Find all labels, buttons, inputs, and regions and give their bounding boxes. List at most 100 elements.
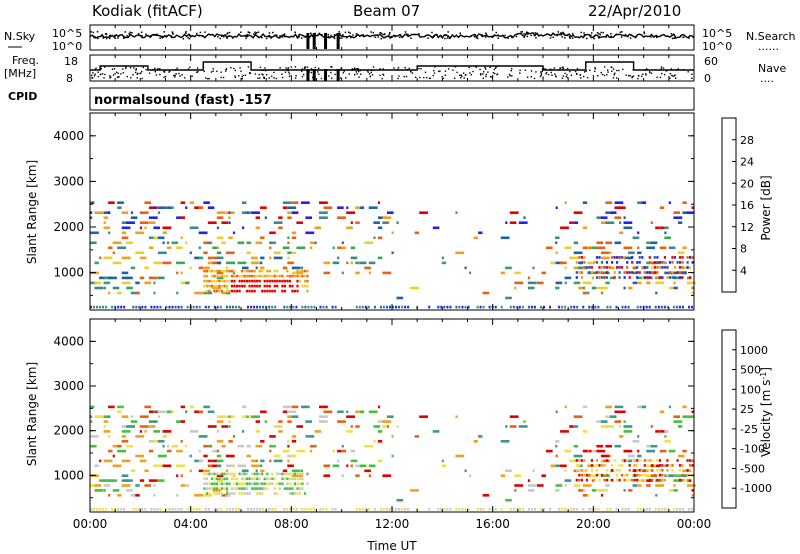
nave-point [318,73,320,75]
velocity-cell [346,415,355,418]
velocity-cell [350,449,356,453]
power-cell [103,286,106,290]
nave-point [187,68,190,70]
velocity-cell [242,415,251,418]
nave-point [675,69,678,71]
power-cell [289,305,292,309]
nave-point [196,71,198,73]
power-cell [587,261,594,265]
nave-point [485,73,487,76]
noise-search-point [552,36,554,38]
velocity-cell [467,507,470,511]
power-cell [282,201,292,204]
nave-tick-bottom: 0 [704,72,711,85]
power-cell [171,241,179,245]
velocity-cell [225,477,229,481]
power-cell [153,261,163,265]
power-cell [186,305,189,309]
noise-search-point [114,37,117,40]
nave-point [304,67,306,69]
velocity-cell [243,487,246,490]
velocity-cell [263,477,266,481]
power-cell [246,251,251,255]
nave-point [618,69,620,72]
nave-point [372,66,375,68]
noise-search-point [185,31,187,33]
power-cell [650,221,653,224]
power-cell [296,289,299,293]
power-cell [325,305,328,309]
power-cell [681,271,684,274]
power-cell [527,276,531,280]
power-cell [482,291,490,295]
velocity-cell [512,507,515,511]
power-cell [564,276,572,280]
nave-point [354,74,356,76]
velocity-cell [112,444,122,448]
velocity-cell [668,489,674,492]
power-cell [260,256,265,260]
nave-point [493,68,495,71]
nave-point [585,70,587,72]
power-cell [661,266,664,269]
velocity-cell [258,482,261,485]
power-cell [108,276,117,280]
power-cell [303,279,307,283]
nave-tick-top: 60 [704,55,718,68]
velocity-cell [661,473,664,477]
velocity-cell [241,482,244,485]
power-cell [648,276,651,279]
power-cell [282,266,288,270]
power-cell [192,305,195,309]
velocity-cell [407,507,410,511]
nave-point [489,66,491,69]
power-cell [555,236,560,240]
nave-point [122,72,124,74]
power-cell [479,305,482,309]
noise-search-point [318,32,321,35]
velocity-cell [575,469,578,472]
power-cell [658,276,661,279]
nave-point [511,68,513,70]
velocity-cell [218,472,221,476]
velocity-cell [628,469,631,472]
velocity-cell [205,472,208,476]
power-cell [681,305,684,309]
nave-point [601,73,604,76]
velocity-cell [603,464,606,467]
velocity-cell [443,507,446,511]
noise-search-point [515,35,518,38]
power-cell [636,271,639,274]
velocity-cell [246,492,249,495]
power-cell [512,305,515,309]
power-cell [588,266,591,269]
velocity-cell [575,464,578,467]
power-cell [207,256,213,260]
nave-point [628,74,630,77]
velocity-cell [171,410,174,414]
power-cell [99,305,102,309]
colorbar-tick-label: 1000 [740,344,768,357]
power-cell [671,271,674,274]
velocity-cell [273,487,276,490]
power-cell [278,216,283,219]
power-cell [591,305,594,309]
power-cell [167,206,172,209]
colorbar-tick-label: 12 [740,221,754,234]
velocity-cell [221,494,231,497]
x-tick-label: 16:00 [475,517,510,531]
power-cell [505,266,512,270]
velocity-cell [341,449,347,453]
power-cell [236,274,239,278]
nave-point [112,74,115,76]
noise-search-point [338,31,340,33]
nave-point [458,74,461,77]
velocity-cell [410,489,419,492]
power-cell [263,289,266,293]
velocity-cell [261,492,264,495]
nave-point [287,68,289,70]
velocity-cell [638,473,641,477]
velocity-cell [636,469,639,472]
power-cell [575,261,578,264]
power-cell [255,216,260,219]
